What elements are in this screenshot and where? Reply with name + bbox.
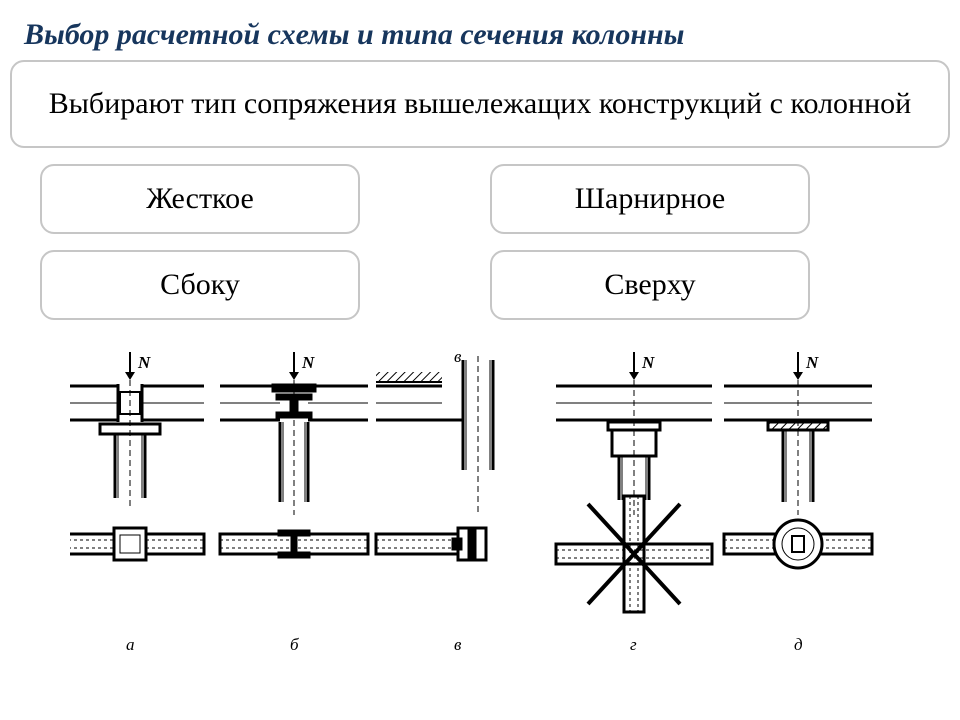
option-top: Сверху (490, 250, 810, 320)
svg-text:б: б (290, 635, 299, 654)
main-description-box: Выбирают тип сопряжения вышележащих конс… (10, 60, 950, 148)
option-side: Сбоку (40, 250, 360, 320)
svg-text:N: N (301, 353, 315, 372)
engineering-diagram: Nа Nб в в Nг Nд (70, 350, 900, 660)
svg-text:N: N (805, 353, 819, 372)
page-title: Выбор расчетной схемы и типа сечения кол… (24, 18, 684, 52)
option-rigid: Жесткое (40, 164, 360, 234)
svg-text:в: в (454, 350, 462, 366)
svg-text:в: в (454, 635, 462, 654)
svg-text:д: д (794, 635, 803, 654)
svg-text:N: N (641, 353, 655, 372)
option-hinge: Шарнирное (490, 164, 810, 234)
svg-text:а: а (126, 635, 135, 654)
svg-text:г: г (630, 635, 637, 654)
svg-text:N: N (137, 353, 151, 372)
